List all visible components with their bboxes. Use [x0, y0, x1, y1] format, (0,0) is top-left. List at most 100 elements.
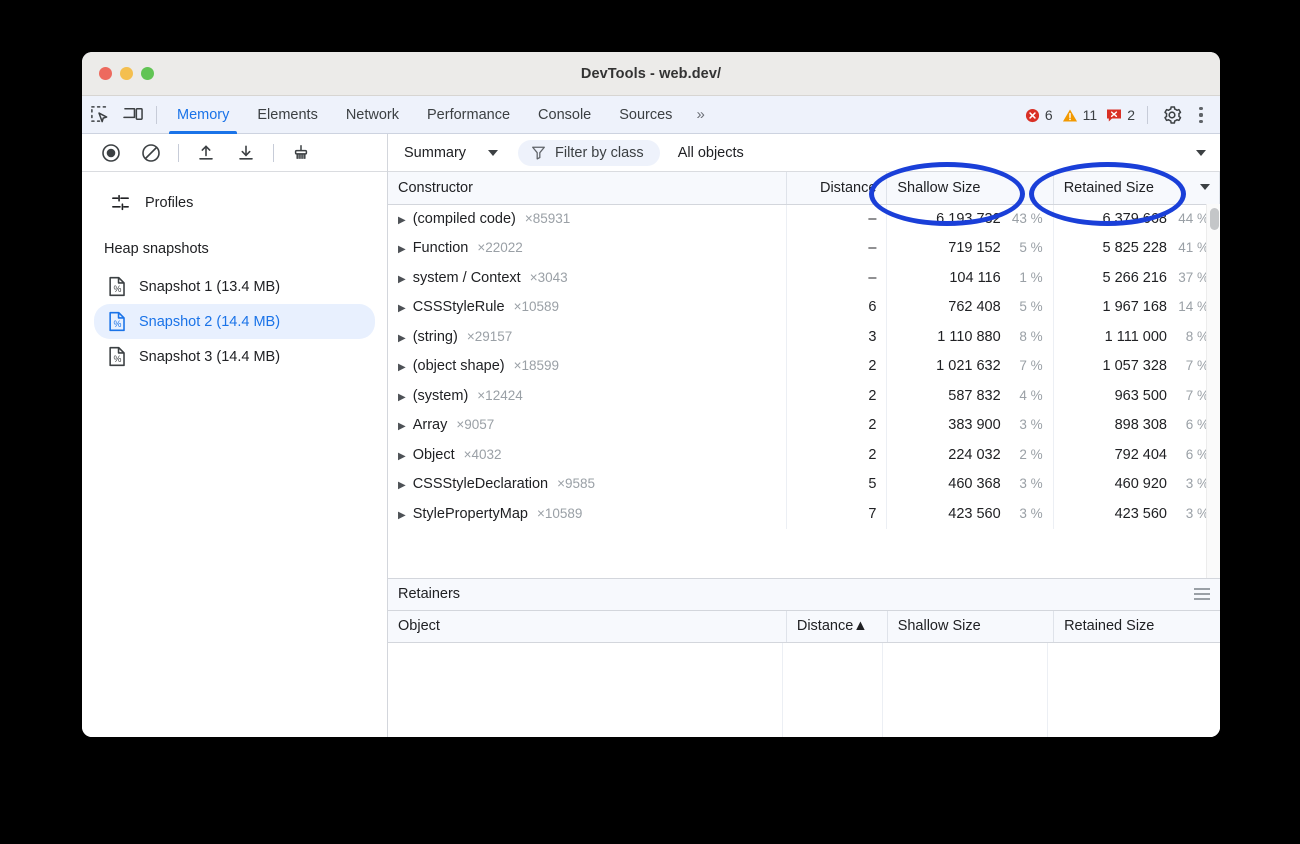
tab-console[interactable]: Console [524, 96, 605, 134]
expand-triangle-icon[interactable]: ▶ [398, 244, 406, 256]
expand-triangle-icon[interactable]: ▶ [398, 215, 406, 226]
cell-constructor: ▶ CSSStyleRule ×10589 [388, 292, 787, 322]
search-placeholder: Filter by class [555, 144, 644, 161]
column-header-constructor[interactable]: Constructor [388, 172, 787, 205]
constructor-count: ×10589 [536, 505, 583, 521]
shallow-percent: 4 % [1019, 387, 1043, 403]
cell-distance: 5 [786, 469, 888, 499]
constructor-count: ×18599 [513, 358, 560, 374]
table-row[interactable]: ▶ Function ×22022 – 719 152 5 % 5 825 228 41… [388, 233, 1220, 263]
cell-retained-size: 898 308 6 % [1053, 410, 1220, 440]
snapshot-icon: % [108, 346, 127, 367]
constructor-name: CSSStyleDeclaration [412, 476, 549, 493]
shallow-percent: 43 % [1011, 211, 1043, 226]
column-header-distance[interactable]: Distance [786, 172, 888, 205]
warning-counter[interactable]: 11 [1059, 107, 1101, 123]
error-icon [1025, 108, 1039, 122]
window-traffic-lights[interactable] [82, 67, 154, 80]
retained-percent: 37 % [1178, 269, 1209, 285]
status-divider [1147, 106, 1148, 124]
tab-network[interactable]: Network [332, 96, 413, 134]
retained-value: 792 404 [1114, 446, 1167, 463]
column-header-shallow-size[interactable]: Shallow Size [886, 172, 1054, 205]
list-item[interactable]: % Snapshot 2 (14.4 MB) [94, 304, 375, 339]
maximize-button[interactable] [141, 67, 154, 80]
expand-triangle-icon[interactable]: ▶ [398, 391, 406, 403]
minimize-button[interactable] [120, 67, 133, 80]
tab-elements[interactable]: Elements [243, 96, 331, 134]
violation-icon [1107, 109, 1122, 121]
cell-constructor: ▶ (string) ×29157 [388, 322, 787, 352]
panel-tabs: Memory Elements Network Performance Cons… [163, 96, 713, 134]
list-item[interactable]: % Snapshot 1 (13.4 MB) [94, 269, 375, 304]
expand-triangle-icon[interactable]: ▶ [398, 332, 406, 344]
column-header-object[interactable]: Object [388, 610, 787, 643]
cell-shallow-size: 383 900 3 % [886, 410, 1054, 440]
gear-icon[interactable] [1157, 100, 1187, 130]
table-row[interactable]: ▶ (compiled code) ×85931 – 6 193 732 43 % 6… [388, 204, 1220, 234]
tab-performance[interactable]: Performance [413, 96, 524, 134]
table-row[interactable]: ▶ system / Context ×3043 – 104 116 1 % 5 26… [388, 263, 1220, 293]
view-mode-select[interactable]: Summary [396, 145, 506, 161]
table-row[interactable]: ▶ Object ×4032 2 224 032 2 % 792 404 6 % [388, 440, 1220, 470]
message-counter[interactable]: 2 [1103, 107, 1138, 123]
cell-retained-size: 1 057 328 7 % [1053, 351, 1220, 381]
column-header-shallow-size[interactable]: Shallow Size [887, 610, 1055, 643]
devtools-body: Profiles Heap snapshots % Snapshot 1 (13… [82, 134, 1220, 737]
retainers-col-retained [1048, 643, 1213, 737]
tab-label: Elements [257, 106, 318, 123]
table-scrollbar[interactable] [1206, 204, 1220, 578]
table-row[interactable]: ▶ (string) ×29157 3 1 110 880 8 % 1 111 000… [388, 322, 1220, 352]
tab-memory[interactable]: Memory [163, 96, 243, 134]
toolbar-divider [178, 143, 179, 162]
sidebar-item-profiles[interactable]: Profiles [82, 172, 387, 213]
device-toolbar-icon[interactable] [116, 96, 150, 134]
scrollbar-thumb[interactable] [1210, 208, 1219, 230]
tab-sources[interactable]: Sources [605, 96, 686, 134]
close-button[interactable] [99, 67, 112, 80]
expand-triangle-icon[interactable]: ▶ [398, 421, 406, 433]
expand-triangle-icon[interactable]: ▶ [398, 480, 406, 492]
download-icon[interactable] [227, 138, 265, 168]
warning-icon [1062, 109, 1077, 121]
error-counter[interactable]: 6 [1022, 107, 1056, 123]
hamburger-menu-icon[interactable] [1194, 588, 1210, 600]
table-row[interactable]: ▶ StylePropertyMap ×10589 7 423 560 3 % 423… [388, 499, 1220, 529]
cell-retained-size: 423 560 3 % [1053, 499, 1220, 529]
list-item-label: Snapshot 1 (13.4 MB) [139, 278, 281, 295]
expand-triangle-icon[interactable]: ▶ [398, 303, 406, 315]
objects-scope-select[interactable]: All objects [677, 144, 744, 161]
chevron-down-icon[interactable] [1196, 149, 1206, 156]
upload-icon[interactable] [187, 138, 225, 168]
table-row[interactable]: ▶ CSSStyleRule ×10589 6 762 408 5 % 1 967 1… [388, 292, 1220, 322]
expand-triangle-icon[interactable]: ▶ [398, 450, 406, 462]
table-row[interactable]: ▶ Array ×9057 2 383 900 3 % 898 308 6 % [388, 410, 1220, 440]
kebab-menu-icon[interactable] [1190, 100, 1212, 130]
more-tabs-icon[interactable]: » [696, 106, 704, 123]
table-row[interactable]: ▶ CSSStyleDeclaration ×9585 5 460 368 3 % 4… [388, 469, 1220, 499]
cell-constructor: ▶ CSSStyleDeclaration ×9585 [388, 469, 787, 499]
tab-label: Network [345, 106, 400, 123]
list-item[interactable]: % Snapshot 3 (14.4 MB) [94, 339, 375, 374]
table-row[interactable]: ▶ (system) ×12424 2 587 832 4 % 963 500 7 % [388, 381, 1220, 411]
toolbar-divider [273, 143, 274, 162]
record-icon[interactable] [92, 138, 130, 168]
heap-snapshot-view: Summary Filter by class All objects [388, 134, 1220, 737]
expand-triangle-icon[interactable]: ▶ [398, 273, 406, 285]
column-header-retained-size[interactable]: Retained Size [1053, 172, 1220, 205]
constructor-count: ×22022 [477, 240, 523, 256]
column-header-distance[interactable]: Distance▲ [786, 610, 888, 643]
shallow-value: 383 900 [948, 417, 1001, 434]
column-header-retained-size[interactable]: Retained Size [1053, 610, 1220, 643]
search-input[interactable]: Filter by class [518, 139, 660, 166]
list-item-label: Snapshot 2 (14.4 MB) [139, 313, 281, 330]
inspect-element-icon[interactable] [82, 96, 116, 134]
tab-label: Console [538, 106, 592, 123]
expand-triangle-icon[interactable]: ▶ [398, 362, 406, 374]
constructor-name: (system) [412, 387, 469, 404]
sort-descending-icon [1200, 184, 1210, 190]
expand-triangle-icon[interactable]: ▶ [398, 509, 406, 521]
clear-icon[interactable] [132, 138, 170, 168]
collect-garbage-icon[interactable] [282, 138, 320, 168]
table-row[interactable]: ▶ (object shape) ×18599 2 1 021 632 7 % 1 0… [388, 351, 1220, 381]
